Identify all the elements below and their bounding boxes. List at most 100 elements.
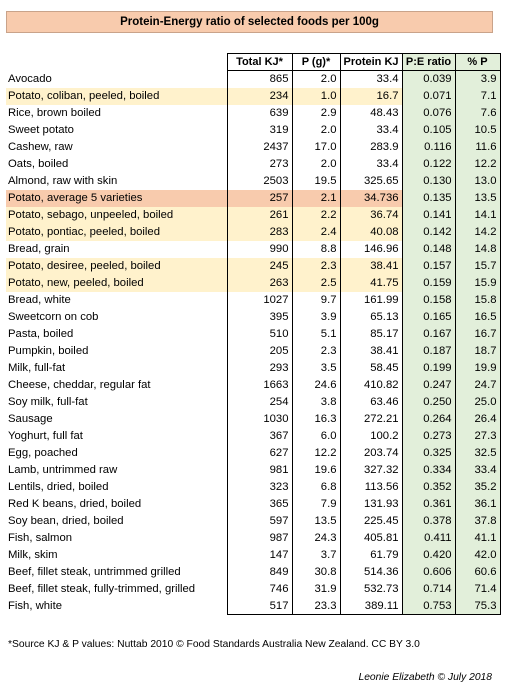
percent-p-cell: 71.4 <box>454 580 501 598</box>
table-row: Red K beans, dried, boiled 365 7.9 131.93 0.… <box>6 495 501 513</box>
pe-ratio-cell: 0.361 <box>401 495 456 513</box>
protein-kj-cell: 410.82 <box>339 376 403 394</box>
food-name-cell: Pumpkin, boiled <box>8 345 89 357</box>
food-name-cell: Avocado <box>8 73 52 85</box>
pe-ratio-cell: 0.199 <box>401 359 456 377</box>
percent-p-cell: 11.6 <box>454 138 501 156</box>
table-row: Bread, grain 990 8.8 146.96 0.148 14.8 <box>6 240 501 258</box>
header-pe-ratio: P:E ratio <box>401 53 456 71</box>
percent-p-cell: 12.2 <box>454 155 501 173</box>
protein-g-cell: 24.3 <box>291 529 341 547</box>
table-row: Sweetcorn on cob 395 3.9 65.13 0.165 16.5 <box>6 308 501 326</box>
protein-kj-cell: 61.79 <box>339 546 403 564</box>
pe-ratio-cell: 0.250 <box>401 393 456 411</box>
percent-p-cell: 7.6 <box>454 104 501 122</box>
total-kj-cell: 365 <box>226 495 293 513</box>
total-kj-cell: 293 <box>226 359 293 377</box>
total-kj-cell: 849 <box>226 563 293 581</box>
protein-kj-cell: 283.9 <box>339 138 403 156</box>
total-kj-cell: 2503 <box>226 172 293 190</box>
pe-ratio-cell: 0.167 <box>401 325 456 343</box>
total-kj-cell: 263 <box>226 274 293 292</box>
table-row: Sausage 1030 16.3 272.21 0.264 26.4 <box>6 410 501 428</box>
pe-ratio-cell: 0.247 <box>401 376 456 394</box>
protein-kj-cell: 100.2 <box>339 427 403 445</box>
table-row: Bread, white 1027 9.7 161.99 0.158 15.8 <box>6 291 501 309</box>
protein-kj-cell: 203.74 <box>339 444 403 462</box>
food-name-cell: Beef, fillet steak, untrimmed grilled <box>8 566 181 578</box>
pe-ratio-cell: 0.165 <box>401 308 456 326</box>
protein-kj-cell: 389.11 <box>339 597 403 615</box>
table-row: Potato, coliban, peeled, boiled 234 1.0 16.… <box>6 87 501 105</box>
protein-kj-cell: 514.36 <box>339 563 403 581</box>
percent-p-cell: 18.7 <box>454 342 501 360</box>
protein-kj-cell: 272.21 <box>339 410 403 428</box>
pe-ratio-cell: 0.325 <box>401 444 456 462</box>
source-note: *Source KJ & P values: Nuttab 2010 © Foo… <box>8 639 420 650</box>
protein-g-cell: 2.3 <box>291 342 341 360</box>
total-kj-cell: 865 <box>226 70 293 88</box>
food-name-cell: Potato, desiree, peeled, boiled <box>6 257 227 275</box>
protein-g-cell: 3.8 <box>291 393 341 411</box>
food-name-cell: Sweetcorn on cob <box>8 311 99 323</box>
food-name-cell: Cashew, raw <box>8 141 73 153</box>
table-row: Milk, full-fat 293 3.5 58.45 0.199 19.9 <box>6 359 501 377</box>
food-name-cell: Potato, new, peeled, boiled <box>6 274 227 292</box>
table-row: Almond, raw with skin 2503 19.5 325.65 0.130… <box>6 172 501 190</box>
pe-ratio-cell: 0.076 <box>401 104 456 122</box>
protein-g-cell: 2.0 <box>291 70 341 88</box>
protein-g-cell: 24.6 <box>291 376 341 394</box>
protein-g-cell: 5.1 <box>291 325 341 343</box>
protein-kj-cell: 48.43 <box>339 104 403 122</box>
protein-kj-cell: 532.73 <box>339 580 403 598</box>
protein-g-cell: 30.8 <box>291 563 341 581</box>
food-name-cell: Sweet potato <box>8 124 74 136</box>
protein-kj-cell: 40.08 <box>339 223 403 241</box>
table-row: Fish, white 517 23.3 389.11 0.753 75.3 <box>6 597 501 615</box>
protein-kj-cell: 36.74 <box>339 206 403 224</box>
table-row: Cheese, cheddar, regular fat 1663 24.6 410.… <box>6 376 501 394</box>
page-title: Protein-Energy ratio of selected foods p… <box>6 11 493 33</box>
food-name-cell: Egg, poached <box>8 447 78 459</box>
pe-ratio-cell: 0.158 <box>401 291 456 309</box>
table-row: Oats, boiled 273 2.0 33.4 0.122 12.2 <box>6 155 501 173</box>
food-name-cell: Almond, raw with skin <box>8 175 118 187</box>
pe-ratio-cell: 0.122 <box>401 155 456 173</box>
percent-p-cell: 33.4 <box>454 461 501 479</box>
protein-g-cell: 12.2 <box>291 444 341 462</box>
food-name-cell: Bread, white <box>8 294 71 306</box>
pe-ratio-cell: 0.141 <box>401 206 456 224</box>
food-name-cell: Potato, coliban, peeled, boiled <box>6 87 227 105</box>
total-kj-cell: 987 <box>226 529 293 547</box>
percent-p-cell: 37.8 <box>454 512 501 530</box>
total-kj-cell: 517 <box>226 597 293 615</box>
percent-p-cell: 75.3 <box>454 597 501 615</box>
protein-g-cell: 2.9 <box>291 104 341 122</box>
protein-kj-cell: 327.32 <box>339 461 403 479</box>
table-row: Potato, new, peeled, boiled 263 2.5 41.75 0.… <box>6 274 501 292</box>
pe-ratio-cell: 0.148 <box>401 240 456 258</box>
table-row: Lentils, dried, boiled 323 6.8 113.56 0.352 3… <box>6 478 501 496</box>
total-kj-cell: 2437 <box>226 138 293 156</box>
table-row: Yoghurt, full fat 367 6.0 100.2 0.273 27.3 <box>6 427 501 445</box>
protein-g-cell: 3.7 <box>291 546 341 564</box>
total-kj-cell: 257 <box>226 189 293 207</box>
percent-p-cell: 42.0 <box>454 546 501 564</box>
protein-g-cell: 2.5 <box>291 274 341 292</box>
protein-kj-cell: 146.96 <box>339 240 403 258</box>
foods-table: Total KJ* P (g)* Protein KJ P:E ratio % … <box>6 53 501 615</box>
pe-ratio-cell: 0.039 <box>401 70 456 88</box>
header-protein-g: P (g)* <box>291 53 341 71</box>
table-row: Cashew, raw 2437 17.0 283.9 0.116 11.6 <box>6 138 501 156</box>
protein-g-cell: 9.7 <box>291 291 341 309</box>
pe-ratio-cell: 0.334 <box>401 461 456 479</box>
pe-ratio-cell: 0.135 <box>401 189 456 207</box>
pe-ratio-cell: 0.378 <box>401 512 456 530</box>
total-kj-cell: 323 <box>226 478 293 496</box>
protein-kj-cell: 38.41 <box>339 342 403 360</box>
protein-kj-cell: 113.56 <box>339 478 403 496</box>
pe-ratio-cell: 0.071 <box>401 87 456 105</box>
protein-g-cell: 16.3 <box>291 410 341 428</box>
protein-kj-cell: 325.65 <box>339 172 403 190</box>
pe-ratio-cell: 0.753 <box>401 597 456 615</box>
